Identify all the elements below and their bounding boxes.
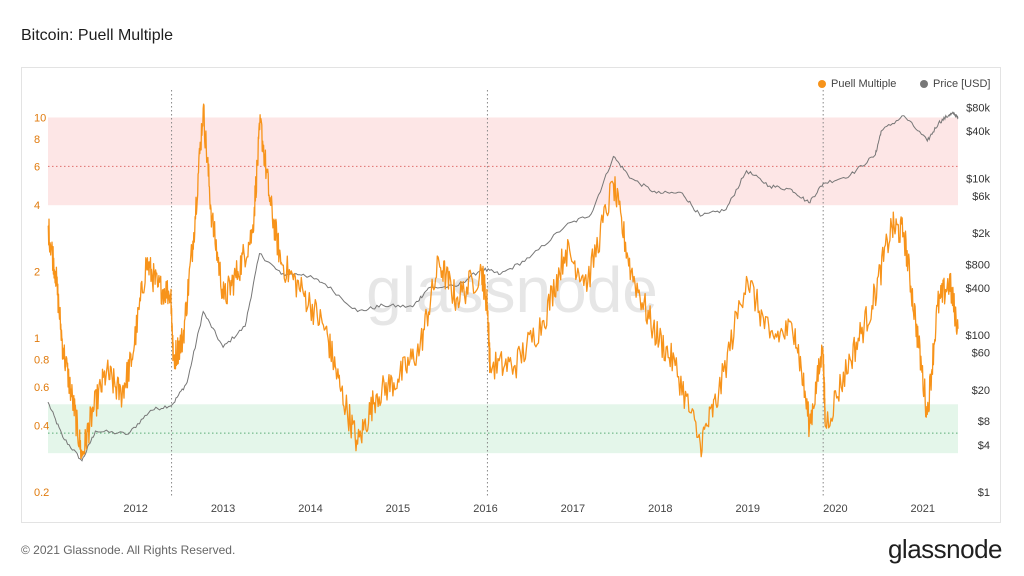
- left-tick-label: 0.6: [34, 382, 49, 394]
- right-tick-label: $1: [978, 487, 990, 499]
- x-tick-label: 2019: [735, 503, 759, 515]
- left-tick-label: 2: [34, 267, 40, 279]
- copyright-footer: © 2021 Glassnode. All Rights Reserved.: [21, 543, 236, 557]
- glassnode-logo: glassnode: [887, 534, 1003, 564]
- x-tick-label: 2015: [386, 503, 410, 515]
- band-0: [48, 117, 958, 206]
- legend-puell-swatch: [818, 80, 826, 88]
- x-tick-label: 2017: [561, 503, 585, 515]
- right-tick-label: $60: [972, 348, 990, 360]
- left-tick-label: 6: [34, 161, 40, 173]
- axes-layer: 0.2 0.4 0.6 0.8 1 2 4 6 8 10 $1 $4 $8 $20 $60 $100 $400 $…: [34, 103, 990, 515]
- puell-series-line: [47, 103, 959, 460]
- legend-price-label: Price [USD]: [933, 78, 991, 90]
- x-tick-label: 2014: [298, 503, 322, 515]
- legend-item-puell[interactable]: Puell Multiple: [818, 78, 896, 90]
- price-series-line: [47, 111, 959, 462]
- chart-title: Bitcoin: Puell Multiple: [21, 27, 174, 44]
- chart-frame: [21, 67, 1001, 523]
- right-tick-label: $2k: [972, 228, 990, 240]
- band-1: [48, 404, 958, 454]
- left-tick-label: 8: [34, 134, 40, 146]
- right-tick-label: $8: [978, 416, 990, 428]
- legend-item-price[interactable]: Price [USD]: [920, 78, 990, 90]
- left-tick-label: 0.8: [34, 354, 49, 366]
- right-tick-label: $400: [966, 283, 990, 295]
- right-tick-label: $100: [966, 330, 990, 342]
- right-tick-label: $80k: [966, 103, 990, 115]
- right-tick-label: $800: [966, 259, 990, 271]
- legend-puell-label: Puell Multiple: [831, 78, 897, 90]
- x-tick-label: 2012: [123, 503, 147, 515]
- x-tick-label: 2020: [823, 503, 847, 515]
- left-tick-label: 4: [34, 200, 40, 212]
- bands-layer: [48, 117, 958, 454]
- left-tick-label: 0.4: [34, 421, 49, 433]
- watermark: glassnode: [366, 254, 658, 326]
- series-layer: [47, 103, 959, 462]
- left-tick-label: 0.2: [34, 487, 49, 499]
- left-tick-label: 10: [34, 112, 46, 124]
- right-tick-label: $40k: [966, 126, 990, 138]
- left-tick-label: 1: [34, 333, 40, 345]
- right-tick-label: $10k: [966, 173, 990, 185]
- right-tick-label: $4: [978, 440, 990, 452]
- right-tick-label: $6k: [972, 191, 990, 203]
- x-tick-label: 2016: [473, 503, 497, 515]
- x-tick-label: 2021: [911, 503, 935, 515]
- x-tick-label: 2013: [211, 503, 235, 515]
- x-tick-label: 2018: [648, 503, 672, 515]
- legend-price-swatch: [920, 80, 928, 88]
- right-tick-label: $20: [972, 385, 990, 397]
